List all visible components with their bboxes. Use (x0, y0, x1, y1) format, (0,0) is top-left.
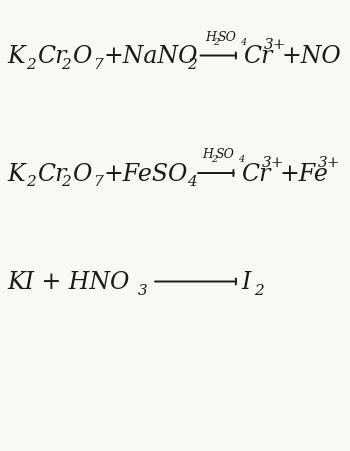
Text: Cr: Cr (241, 162, 270, 185)
Text: O: O (72, 162, 91, 185)
Text: +Fe: +Fe (279, 162, 328, 185)
Text: 4: 4 (240, 37, 247, 46)
Text: 2: 2 (214, 37, 220, 46)
Text: Cr: Cr (37, 162, 66, 185)
Text: 2: 2 (254, 283, 264, 297)
Text: SO: SO (218, 31, 237, 44)
Text: +NO: +NO (282, 45, 342, 68)
Text: 2: 2 (187, 58, 197, 71)
Text: 2: 2 (61, 58, 71, 71)
Text: O: O (72, 45, 91, 68)
Text: 4: 4 (187, 175, 197, 189)
Text: 3+: 3+ (262, 156, 284, 169)
Text: SO: SO (216, 148, 234, 161)
Text: +FeSO: +FeSO (103, 162, 188, 185)
Text: H: H (205, 31, 216, 44)
Text: K: K (7, 45, 24, 68)
Text: 2: 2 (26, 58, 36, 71)
Text: 2: 2 (61, 175, 71, 189)
Text: KI + HNO: KI + HNO (7, 271, 130, 293)
Text: 2: 2 (211, 155, 217, 164)
Text: H: H (202, 148, 213, 161)
Text: 7: 7 (93, 175, 103, 189)
Text: 7: 7 (93, 58, 103, 71)
Text: 3: 3 (138, 283, 148, 297)
Text: +NaNO: +NaNO (103, 45, 198, 68)
Text: K: K (7, 162, 24, 185)
Text: 2: 2 (26, 175, 36, 189)
Text: 3+: 3+ (264, 38, 287, 52)
Text: Cr: Cr (243, 45, 273, 68)
Text: 4: 4 (238, 155, 244, 164)
Text: 3+: 3+ (318, 156, 340, 169)
Text: I: I (241, 271, 251, 293)
Text: Cr: Cr (37, 45, 66, 68)
